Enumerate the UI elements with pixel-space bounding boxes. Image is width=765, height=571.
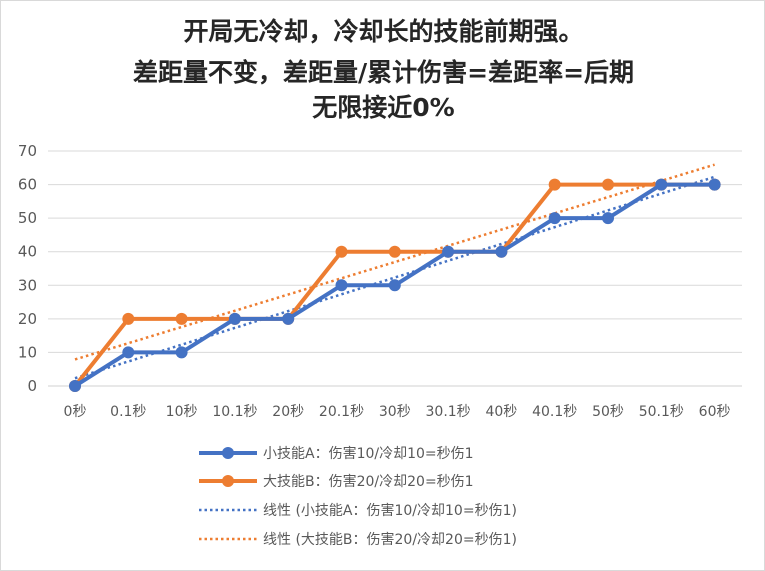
- chart-title-line-3: 无限接近0%: [312, 93, 455, 122]
- x-tick-label-9: 40.1秒: [532, 404, 577, 420]
- x-tick-label-11: 50.1秒: [639, 404, 684, 420]
- legend-label-trend-a: 线性 (小技能A：伤害10/冷却10=秒伤1): [263, 503, 517, 519]
- x-tick-label-5: 20.1秒: [319, 404, 364, 420]
- y-tick-label-60: 60: [18, 176, 37, 194]
- data-point-s0-3: [228, 312, 241, 325]
- y-tick-label-50: 50: [18, 209, 37, 227]
- y-tick-label-0: 0: [27, 377, 37, 395]
- data-point-s0-5: [335, 279, 348, 292]
- y-tick-label-40: 40: [18, 243, 37, 261]
- data-point-s1-2: [175, 312, 188, 325]
- legend-marker-series-b: [199, 475, 257, 487]
- y-tick-label-20: 20: [18, 310, 37, 328]
- chart-title-line-1: 开局无冷却，冷却长的技能前期强。: [183, 17, 584, 46]
- legend-marker-trend-a: [199, 508, 257, 512]
- legend-item-series-b[interactable]: 大技能B：伤害20/冷却20=秒伤1: [197, 469, 474, 493]
- x-tick-label-6: 30秒: [379, 404, 411, 420]
- data-point-s0-11: [655, 178, 668, 191]
- chart-plot: 0 10 20 30 40 50 60 70 0秒 0.1秒 10秒 10.1秒 20秒 20.1秒 30…: [18, 142, 742, 420]
- data-point-s1-10: [602, 178, 614, 191]
- y-tick-label-70: 70: [18, 142, 37, 160]
- x-tick-label-7: 30.1秒: [426, 404, 471, 420]
- data-point-s1-9: [548, 178, 561, 191]
- legend-label-series-b: 大技能B：伤害20/冷却20=秒伤1: [263, 474, 474, 490]
- x-tick-label-12: 60秒: [699, 404, 731, 420]
- data-point-s0-10: [602, 212, 614, 225]
- data-point-s0-2: [175, 346, 188, 359]
- data-point-s0-6: [388, 279, 401, 292]
- y-tick-label-10: 10: [18, 343, 37, 361]
- legend-item-trend-a[interactable]: 线性 (小技能A：伤害10/冷却10=秒伤1): [197, 498, 517, 522]
- y-axis-ticks: 0 10 20 30 40 50 60 70: [18, 142, 37, 395]
- data-point-s0-7: [442, 245, 455, 258]
- data-point-s0-0: [69, 380, 81, 392]
- x-tick-label-2: 10秒: [166, 404, 198, 420]
- x-tick-label-1: 0.1秒: [110, 404, 146, 420]
- legend-item-series-a[interactable]: 小技能A：伤害10/冷却10=秒伤1: [197, 441, 474, 465]
- legend-label-trend-b: 线性 (大技能B：伤害20/冷却20=秒伤1): [263, 532, 517, 548]
- legend-marker-trend-b: [199, 537, 257, 541]
- chart-title-line-2: 差距量不变，差距量/累计伤害=差距率=后期: [132, 58, 635, 87]
- data-point-s0-8: [495, 245, 508, 258]
- x-axis-ticks: 0秒 0.1秒 10秒 10.1秒 20秒 20.1秒 30秒 30.1秒 40秒 40.1秒 50…: [64, 404, 731, 420]
- trendline-1: [74, 163, 715, 361]
- trendlines: [74, 163, 715, 380]
- y-tick-label-30: 30: [18, 276, 37, 294]
- data-point-s1-1: [122, 312, 135, 325]
- x-tick-label-8: 40秒: [485, 404, 517, 420]
- data-point-s0-1: [122, 346, 135, 359]
- data-point-s1-5: [335, 245, 348, 258]
- legend-marker-series-a: [199, 447, 257, 459]
- series-lines: [69, 178, 721, 392]
- data-point-s1-6: [388, 245, 401, 258]
- data-point-s0-9: [548, 212, 561, 225]
- trendline-0: [74, 175, 715, 380]
- x-tick-label-3: 10.1秒: [212, 404, 257, 420]
- data-point-s0-4: [282, 312, 295, 325]
- x-tick-label-4: 20秒: [272, 404, 304, 420]
- x-tick-label-0: 0秒: [64, 404, 87, 420]
- legend-item-trend-b[interactable]: 线性 (大技能B：伤害20/冷却20=秒伤1): [197, 527, 517, 551]
- x-tick-label-10: 50秒: [592, 404, 624, 420]
- data-point-s0-12: [708, 178, 721, 191]
- legend-label-series-a: 小技能A：伤害10/冷却10=秒伤1: [263, 446, 474, 462]
